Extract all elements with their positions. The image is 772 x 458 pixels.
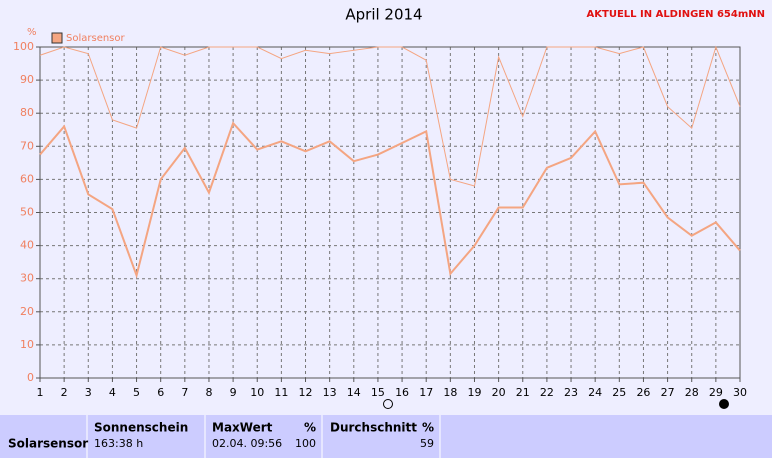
- x-tick-label: 10: [250, 386, 264, 399]
- y-tick-label: 80: [20, 106, 34, 119]
- table-header: MaxWert: [212, 421, 273, 435]
- y-tick-label: 10: [20, 338, 34, 351]
- x-tick-label: 23: [564, 386, 578, 399]
- table-header: Durchschnitt: [330, 421, 417, 435]
- x-tick-label: 14: [347, 386, 361, 399]
- y-tick-label: 60: [20, 172, 34, 185]
- x-tick-label: 24: [588, 386, 602, 399]
- x-tick-label: 22: [540, 386, 554, 399]
- x-tick-label: 7: [181, 386, 188, 399]
- x-tick-label: 9: [230, 386, 237, 399]
- x-tick-label: 16: [395, 386, 409, 399]
- x-tick-label: 1: [37, 386, 44, 399]
- table-unit: %: [304, 421, 316, 435]
- y-tick-label: 50: [20, 206, 34, 219]
- table-cell: 59: [420, 437, 434, 450]
- x-tick-label: 5: [133, 386, 140, 399]
- table-cell: 163:38 h: [94, 437, 143, 450]
- x-tick-label: 3: [85, 386, 92, 399]
- table-unit: %: [422, 421, 434, 435]
- x-tick-label: 4: [109, 386, 116, 399]
- y-tick-label: 30: [20, 272, 34, 285]
- table-header: Sonnenschein: [94, 421, 188, 435]
- x-tick-label: 12: [299, 386, 313, 399]
- table-row-label: Solarsensor: [8, 437, 88, 451]
- y-tick-label: 90: [20, 73, 34, 86]
- data-line: [39, 45, 741, 187]
- chart-title: April 2014: [345, 6, 422, 24]
- x-tick-label: 21: [516, 386, 530, 399]
- x-tick-label: 28: [685, 386, 699, 399]
- x-tick-label: 18: [443, 386, 457, 399]
- data-line: [39, 121, 741, 279]
- x-tick-label: 2: [61, 386, 68, 399]
- y-tick-label: 70: [20, 139, 34, 152]
- legend-label: Solarsensor: [66, 33, 126, 44]
- x-tick-label: 8: [205, 386, 212, 399]
- table-background: [0, 415, 772, 458]
- x-tick-label: 27: [661, 386, 675, 399]
- moon-icon: [383, 399, 393, 409]
- annotation: AKTUELL IN ALDINGEN 654mNN: [587, 9, 765, 20]
- x-tick-label: 29: [709, 386, 723, 399]
- y-tick-label: 40: [20, 239, 34, 252]
- x-tick-label: 11: [274, 386, 288, 399]
- x-tick-label: 30: [733, 386, 747, 399]
- x-tick-label: 20: [492, 386, 506, 399]
- x-tick-label: 15: [371, 386, 385, 399]
- legend-swatch: [51, 32, 63, 44]
- x-tick-label: 26: [636, 386, 650, 399]
- x-tick-label: 17: [419, 386, 433, 399]
- x-tick-label: 13: [323, 386, 337, 399]
- y-tick-label: 20: [20, 305, 34, 318]
- table-cell: 100: [295, 437, 316, 450]
- x-tick-label: 19: [467, 386, 481, 399]
- moon-icon: [719, 399, 729, 409]
- table-cell: 02.04. 09:56: [212, 437, 282, 450]
- x-tick-label: 25: [612, 386, 626, 399]
- y-tick-label: 100: [13, 40, 34, 53]
- y-axis-label: %: [27, 27, 37, 38]
- x-tick-label: 6: [157, 386, 164, 399]
- y-tick-label: 0: [27, 371, 34, 384]
